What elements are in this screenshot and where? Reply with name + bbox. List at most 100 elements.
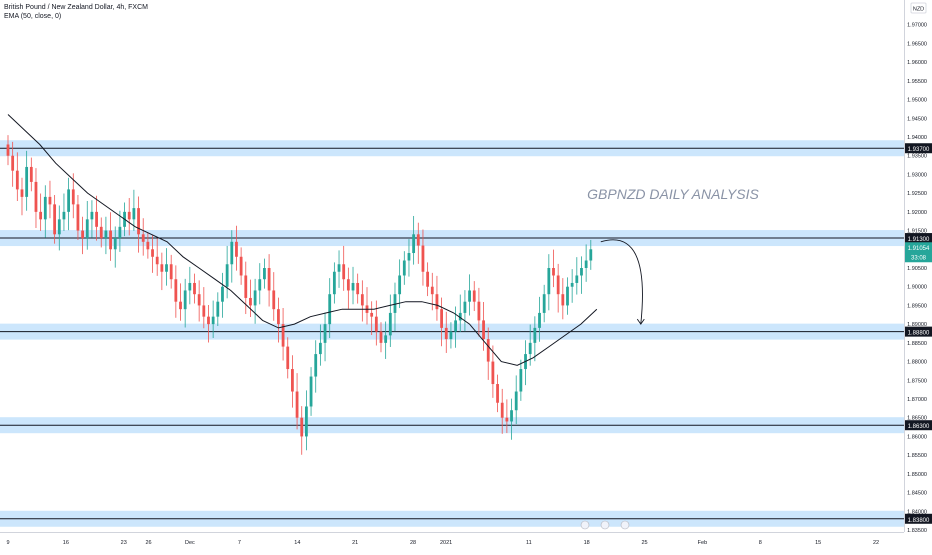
symbol-title[interactable]: British Pound / New Zealand Dollar, 4h, …	[4, 4, 148, 11]
candle-body	[300, 417, 304, 437]
y-tick-label: 1.87500	[907, 378, 927, 384]
candle-body	[309, 376, 313, 407]
candle-body	[258, 279, 262, 291]
candle-body	[188, 282, 192, 291]
candle-body	[407, 253, 411, 261]
candle-body	[393, 294, 397, 313]
candle-body	[132, 208, 136, 220]
candle-body	[435, 294, 439, 310]
candle-body	[29, 166, 33, 182]
candle-body	[370, 312, 374, 317]
currency-box	[910, 2, 927, 14]
candle-body	[104, 230, 108, 239]
candle-body	[202, 305, 206, 317]
y-tick-label: 1.86500	[907, 416, 927, 422]
x-tick-label: 11	[526, 540, 532, 546]
candle-body	[90, 211, 94, 220]
price-axis-bg	[904, 0, 932, 550]
y-tick-label: 1.89500	[907, 303, 927, 309]
x-tick-label: 14	[294, 540, 300, 546]
candle-body	[430, 286, 434, 295]
candle-body	[332, 271, 336, 295]
x-tick-label: 25	[641, 540, 647, 546]
candle-body	[11, 155, 15, 171]
candle-body	[514, 391, 518, 411]
y-tick-label: 1.83500	[907, 528, 927, 534]
y-tick-label: 1.88500	[907, 341, 927, 347]
countdown-label: 33:08	[911, 255, 927, 261]
y-tick-label: 1.94500	[907, 116, 927, 122]
candle-body	[43, 196, 47, 220]
price-axis: 1.93700 1.91300 1.88800 1.86300 1.83800 1.970…	[904, 0, 932, 550]
x-tick-label: 23	[121, 540, 127, 546]
sr-label-box	[905, 143, 932, 154]
candle-body	[216, 301, 220, 317]
candle-body	[183, 290, 187, 310]
event-flag-icon	[600, 520, 610, 530]
last-price-label: 1.91054	[908, 246, 930, 252]
chart-legend: British Pound / New Zealand Dollar, 4h, …	[4, 3, 148, 21]
candle-body	[505, 417, 509, 422]
candle-body	[472, 290, 476, 302]
indicator-label[interactable]: EMA (50, close, 0)	[4, 13, 62, 20]
y-tick-label: 1.89000	[907, 322, 927, 328]
candle-body	[584, 260, 588, 268]
currency-label: NZD	[913, 7, 924, 13]
sr-label-box	[905, 420, 932, 431]
x-tick-label: 7	[238, 540, 241, 546]
time-axis: 9 16 23 26 Dec 7 14 21 28 2021 11 18 25 Feb 8 15 22	[0, 532, 904, 546]
candle-body	[286, 346, 290, 370]
candle-body	[482, 320, 485, 340]
candle-body	[127, 211, 131, 220]
candle-body	[76, 204, 80, 231]
candle-body	[20, 189, 24, 197]
y-tick-label: 1.91500	[907, 229, 927, 235]
candle-body	[113, 238, 117, 250]
y-tick-label: 1.90500	[907, 266, 927, 272]
candle-body	[468, 290, 471, 302]
y-tick-label: 1.97000	[907, 23, 927, 29]
candle-body	[193, 282, 196, 295]
x-tick-label: 2021	[440, 540, 452, 546]
projection-arrow	[600, 239, 643, 325]
y-tick-label: 1.84000	[907, 509, 927, 515]
candle-body	[486, 339, 490, 362]
candle-body	[346, 279, 350, 291]
candle-body	[538, 312, 541, 328]
x-tick-label: 16	[63, 540, 69, 546]
candle-body	[528, 342, 532, 355]
y-tick-label: 1.92500	[907, 191, 927, 197]
y-tick-label: 1.90000	[907, 285, 927, 291]
candle-body	[552, 268, 555, 276]
candle-body	[566, 286, 569, 306]
candle-body	[444, 327, 448, 340]
y-tick-label: 1.94000	[907, 135, 927, 141]
y-tick-label: 1.92000	[907, 210, 927, 216]
analysis-title: GBPNZD DAILY ANALYSIS	[587, 186, 759, 202]
sr-label: 1.93700	[908, 147, 930, 153]
x-tick-label: Feb	[698, 540, 707, 546]
candle-body	[291, 369, 294, 392]
ema-line	[7, 114, 598, 366]
candle-body	[416, 234, 420, 246]
candle-body	[146, 241, 150, 250]
ema-50-line	[7, 114, 598, 366]
candle-body	[426, 271, 430, 287]
candle-body	[109, 230, 112, 250]
sr-label: 1.91300	[908, 237, 930, 243]
candle-body	[179, 301, 182, 310]
candle-body	[67, 189, 71, 212]
candle-body	[137, 208, 140, 235]
y-tick-label: 1.96500	[907, 41, 927, 47]
candle-body	[211, 316, 215, 325]
candle-body	[141, 234, 145, 242]
candle-body	[197, 294, 201, 306]
candle-body	[99, 226, 103, 239]
candle-body	[253, 290, 257, 306]
y-tick-label: 1.84500	[907, 491, 927, 497]
candle-body	[53, 204, 57, 235]
y-tick-label: 1.86000	[907, 434, 927, 440]
candle-body	[85, 219, 89, 239]
